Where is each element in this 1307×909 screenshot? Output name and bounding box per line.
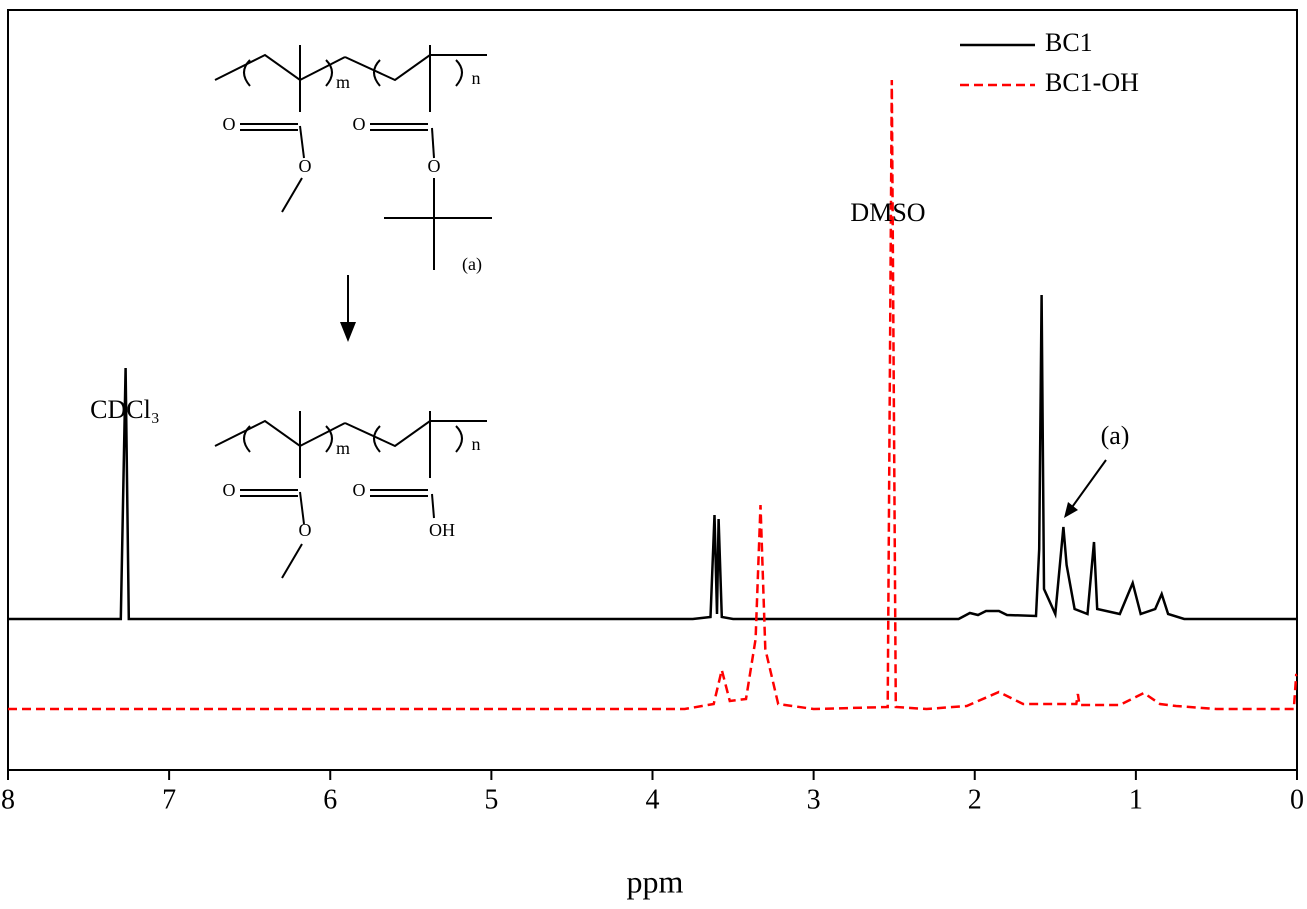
structure-label: O xyxy=(223,114,236,134)
x-axis-label: ppm xyxy=(627,863,684,899)
series-line xyxy=(8,79,1298,711)
x-tick-label: 4 xyxy=(646,784,660,815)
bond xyxy=(214,53,346,82)
legend-label: BC1-OH xyxy=(1045,68,1139,97)
structure-label: m xyxy=(336,438,350,458)
structure-label: n xyxy=(472,68,481,88)
arrow-head xyxy=(1064,502,1078,518)
x-tick-label: 8 xyxy=(1,784,15,815)
structure-top-tbu xyxy=(384,127,492,270)
arrow-head xyxy=(340,322,356,342)
bond xyxy=(281,177,303,213)
legend-label: BC1 xyxy=(1045,28,1093,57)
annotation: (a) xyxy=(1101,421,1130,450)
x-tick-label: 6 xyxy=(323,784,337,815)
series-line xyxy=(8,294,1297,621)
bond xyxy=(344,54,487,82)
bracket xyxy=(455,59,463,87)
bond xyxy=(431,127,435,159)
structure-bottom xyxy=(214,410,488,579)
structure-label: n xyxy=(472,434,481,454)
structure-label: O xyxy=(299,520,312,540)
x-tick-label: 0 xyxy=(1290,784,1304,815)
structure-label: m xyxy=(336,72,350,92)
structure-label: O xyxy=(223,480,236,500)
structure-common xyxy=(214,45,487,213)
plot-frame xyxy=(7,9,1298,771)
x-tick-label: 2 xyxy=(968,784,982,815)
bond xyxy=(431,493,435,519)
structure-label: O xyxy=(353,480,366,500)
structure-label: (a) xyxy=(462,254,482,275)
bracket xyxy=(325,59,333,87)
annotation: DMSO xyxy=(850,198,925,227)
bond xyxy=(299,125,305,159)
annotation: CDCl₃ xyxy=(90,395,160,424)
structure-label: O xyxy=(299,156,312,176)
bracket xyxy=(373,59,381,87)
structure-label: O xyxy=(428,156,441,176)
annotation-arrow xyxy=(1069,459,1107,511)
x-tick-label: 3 xyxy=(807,784,821,815)
structure-label: OH xyxy=(429,520,455,540)
x-tick-label: 1 xyxy=(1129,784,1143,815)
structure-label: O xyxy=(353,114,366,134)
x-tick-label: 5 xyxy=(484,784,498,815)
x-tick-label: 7 xyxy=(162,784,176,815)
bracket xyxy=(243,59,251,87)
